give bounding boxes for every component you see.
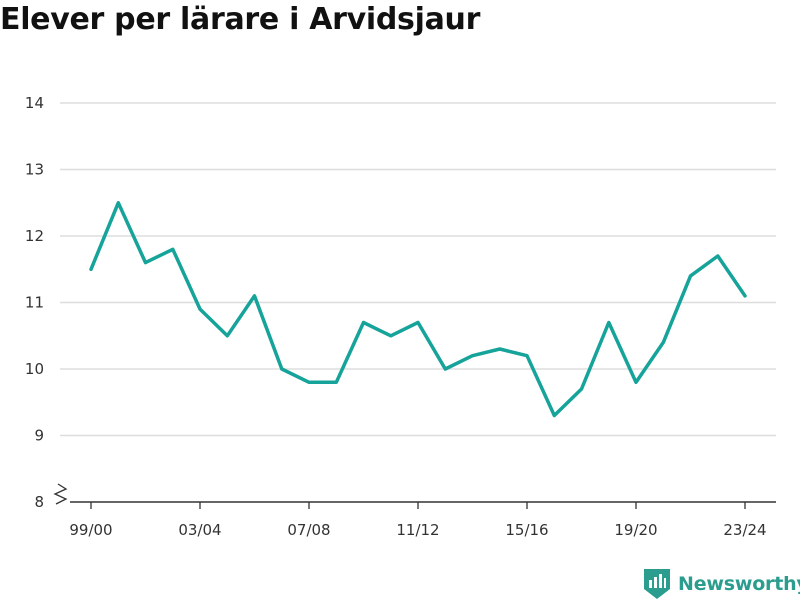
- axes: [53, 483, 776, 509]
- brand-name: Newsworthy: [678, 573, 800, 595]
- x-tick-label: 23/24: [723, 521, 766, 539]
- y-tick-label: 9: [34, 427, 44, 445]
- x-tick-label: 03/04: [178, 521, 221, 539]
- x-tick-labels: 99/00 03/04 07/08 11/12 15/16 19/20 23/24: [69, 521, 766, 539]
- y-tick-label: 11: [25, 294, 44, 312]
- series-layer: [89, 201, 747, 418]
- x-tick-label: 07/08: [287, 521, 330, 539]
- x-tick-label: 19/20: [614, 521, 657, 539]
- newsworthy-logo-icon: [644, 569, 670, 599]
- y-tick-labels: 8 9 10 11 12 13 14: [25, 94, 44, 511]
- y-tick-label: 8: [34, 493, 44, 511]
- y-tick-label: 10: [25, 360, 44, 378]
- x-tick-label: 99/00: [69, 521, 112, 539]
- chart-title: Elever per lärare i Arvidsjaur: [0, 2, 481, 37]
- y-tick-label: 14: [25, 94, 44, 112]
- y-axis-break: [53, 483, 68, 505]
- y-tick-label: 12: [25, 227, 44, 245]
- grid-lines: [60, 102, 776, 437]
- series-line: [89, 201, 747, 418]
- brand-footer: Newsworthy: [644, 569, 800, 599]
- x-tick-label: 11/12: [396, 521, 439, 539]
- x-tick-label: 15/16: [505, 521, 548, 539]
- y-tick-label: 13: [25, 161, 44, 179]
